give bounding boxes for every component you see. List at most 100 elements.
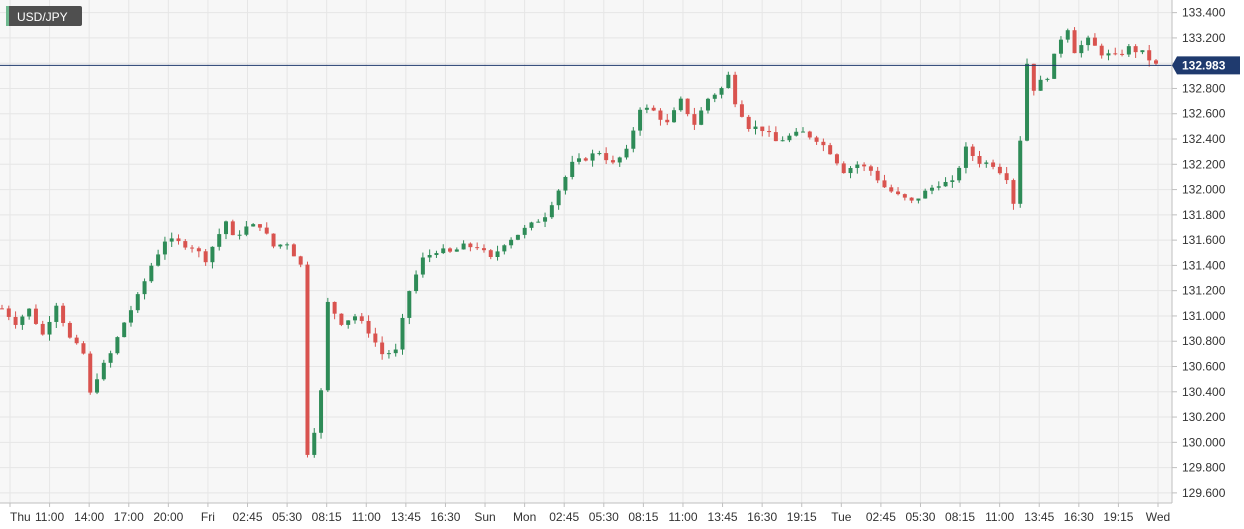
candle-body [570,161,575,177]
candle-body [237,234,242,236]
candle-body [244,226,249,235]
y-tick-label: 133.200 [1182,31,1226,45]
candle-body [20,316,25,325]
y-tick-label: 132.000 [1182,183,1226,197]
candle-body [210,246,215,263]
x-tick-label: Fri [201,510,215,524]
x-tick-label: 20:00 [153,510,183,524]
candle-body [780,140,785,142]
candle-body [291,244,296,257]
x-tick-label: 19:15 [787,510,817,524]
candle-body [224,221,229,235]
x-tick-label: 17:00 [114,510,144,524]
candle-body [577,158,581,162]
candle-body [828,145,833,155]
x-axis-ticks: Thu 11:00 14:00 17:00 20:00 Fri 02:45 05:30 08:1… [9,503,1170,524]
candle-body [122,322,127,338]
candle-body [251,224,256,227]
candle-body [610,160,615,163]
candle-body [67,322,72,338]
candle-body [1147,50,1152,61]
candle-body [916,198,921,201]
x-tick-label: 11:00 [668,510,697,524]
candle-body [101,362,106,380]
candle-body [359,316,364,321]
candle-body [414,274,419,292]
candle-body [380,342,385,355]
candle-body [339,313,344,325]
candle-body [264,227,269,234]
candle-body [1065,30,1070,40]
candle-body [33,308,38,324]
x-tick-label: 16:30 [1064,510,1094,524]
candle-body [862,164,867,167]
last-price-text: 132.983 [1182,58,1226,72]
candle-body [495,251,500,257]
candle-body [997,166,1002,174]
candle-body [203,251,208,263]
y-tick-label: 131.200 [1182,284,1226,298]
candle-body [644,107,649,110]
candle-body [529,222,534,228]
candle-body [651,107,656,111]
candle-body [957,167,962,181]
y-axis-ticks: 133.400133.200133.000132.800132.600132.4… [1172,6,1226,500]
plot-background [0,0,1172,503]
y-tick-label: 131.400 [1182,258,1226,272]
x-tick-label: 08:15 [312,510,342,524]
x-tick-label: 08:15 [628,510,658,524]
candle-body [1092,37,1097,46]
candle-body [115,337,120,354]
symbol-label: USD/JPY [6,6,82,26]
candle-body [509,239,514,246]
candle-body [271,233,276,247]
candle-body [543,217,548,222]
candle-body [1058,39,1063,54]
candle-body [40,323,45,335]
candle-body [923,190,928,199]
candle-body [352,316,357,321]
candle-body [1052,53,1057,79]
symbol-label-bg [6,6,82,26]
last-price-label-bg [1172,56,1240,75]
x-tick-label: 16:30 [430,510,460,524]
candle-body [583,158,588,161]
x-tick-label: 11:00 [35,510,64,524]
x-tick-label: 02:45 [549,510,579,524]
symbol-label-accent [6,6,9,26]
candle-body [441,248,446,254]
x-tick-label: 11:00 [985,510,1014,524]
candle-body [149,265,154,282]
candle-body [692,114,697,125]
candle-body [604,153,609,161]
y-tick-label: 130.400 [1182,385,1226,399]
candle-body [814,137,819,142]
x-tick-label: Wed [1146,510,1170,524]
candle-body [1004,173,1009,181]
y-tick-label: 130.800 [1182,334,1226,348]
candle-body [502,245,507,252]
candle-body [787,135,792,141]
x-tick-label: 13:45 [708,510,738,524]
x-tick-label: 13:45 [391,510,421,524]
candle-body [366,320,371,334]
candle-body [162,241,167,255]
candle-body [746,116,751,129]
candle-body [1045,78,1050,80]
candle-body [515,234,520,240]
candle-body [760,126,765,132]
x-tick-label: 16:30 [747,510,777,524]
x-tick-label: Thu [10,510,31,524]
candle-body [699,110,704,125]
candle-body [970,146,975,156]
candle-body [678,98,683,111]
candle-body [617,157,622,163]
candle-body [488,250,493,257]
candle-body [1126,46,1131,55]
y-tick-label: 132.600 [1182,107,1226,121]
candle-body [135,294,140,311]
y-tick-label: 130.000 [1182,435,1226,449]
x-tick-label: 14:00 [74,510,104,524]
candle-body [868,166,873,171]
